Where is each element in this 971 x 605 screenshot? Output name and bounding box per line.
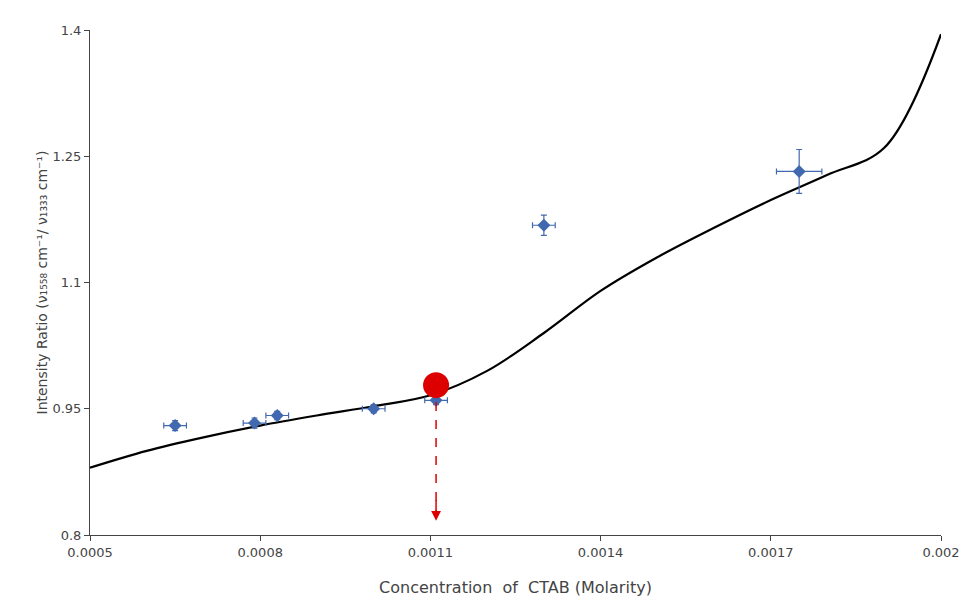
svg-text:0.0008: 0.0008 (237, 545, 283, 560)
svg-text:1.4: 1.4 (61, 23, 82, 38)
svg-text:Concentration of CTAB (Molar: Concentration of CTAB (Molarity) (379, 578, 652, 597)
svg-text:Intensity Ratio (ν₁₅₅₈ cm⁻¹/ ν: Intensity Ratio (ν₁₅₅₈ cm⁻¹/ ν₁₃₃₃ cm⁻¹) (34, 151, 50, 415)
svg-text:1.25: 1.25 (52, 149, 81, 164)
svg-text:0.002: 0.002 (922, 545, 959, 560)
svg-text:0.0017: 0.0017 (748, 545, 794, 560)
svg-text:1.1: 1.1 (61, 275, 82, 290)
svg-text:0.0011: 0.0011 (408, 545, 454, 560)
svg-text:0.95: 0.95 (52, 401, 81, 416)
svg-text:0.0005: 0.0005 (67, 545, 113, 560)
svg-text:0.0014: 0.0014 (578, 545, 624, 560)
svg-text:0.8: 0.8 (61, 528, 82, 543)
